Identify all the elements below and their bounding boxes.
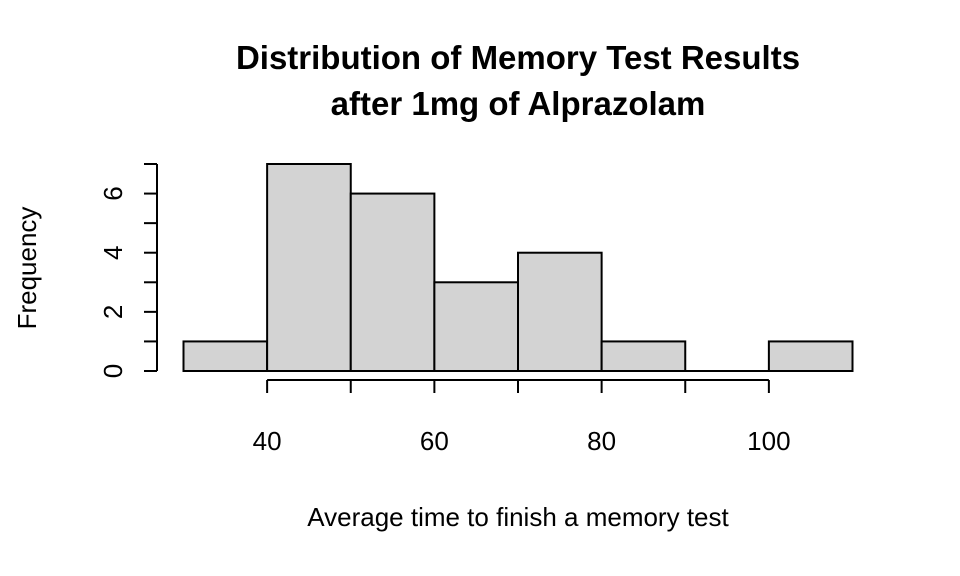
y-axis: 0 2 4 6: [98, 163, 158, 378]
histogram-bar-80-90: [600, 340, 687, 372]
histogram-bar-100-110: [767, 340, 854, 372]
histogram-bar-50-60: [349, 192, 436, 372]
histogram-bar-40-50: [266, 163, 352, 372]
x-axis: 40 60 80 100: [253, 379, 791, 456]
y-tick-label-6: 6: [98, 186, 128, 200]
x-axis-label: Average time to finish a memory test: [307, 502, 729, 532]
histogram-bars: [182, 163, 854, 372]
x-tick-label-40: 40: [253, 426, 282, 456]
histogram-bar-30-40: [182, 340, 269, 372]
y-axis-label: Frequency: [12, 207, 42, 330]
x-tick-label-60: 60: [420, 426, 449, 456]
histogram-bar-60-70: [433, 281, 519, 372]
chart-title-line1: Distribution of Memory Test Results: [236, 39, 800, 76]
y-tick-label-0: 0: [98, 364, 128, 378]
x-tick-label-80: 80: [587, 426, 616, 456]
x-tick-label-100: 100: [747, 426, 790, 456]
chart-title-line2: after 1mg of Alprazolam: [331, 85, 706, 122]
histogram-bar-70-80: [517, 251, 603, 372]
y-tick-label-2: 2: [98, 305, 128, 319]
y-tick-label-4: 4: [98, 245, 128, 259]
